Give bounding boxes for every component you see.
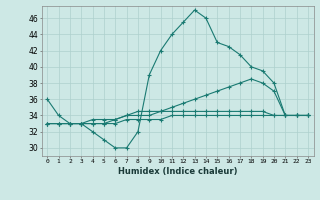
X-axis label: Humidex (Indice chaleur): Humidex (Indice chaleur) — [118, 167, 237, 176]
